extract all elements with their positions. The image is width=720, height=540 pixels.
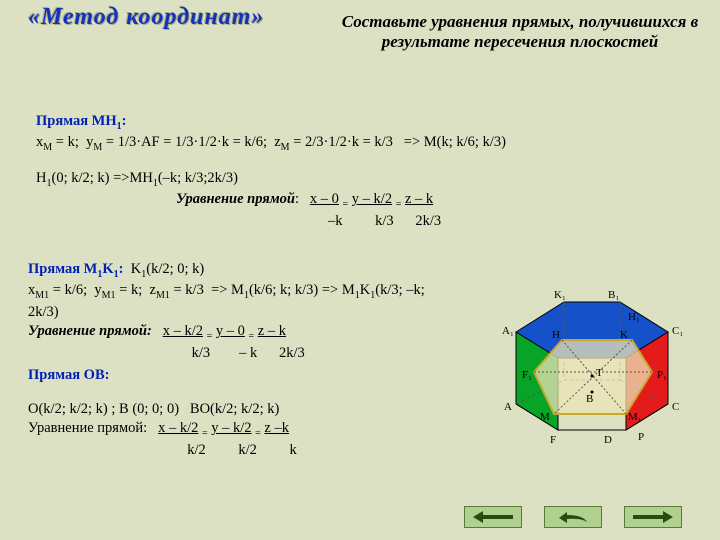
m1k1-eq-denom: k/3 – k 2k/3 [188, 344, 448, 364]
label-F: F [550, 434, 556, 446]
nav-next-button[interactable] [624, 506, 682, 528]
label-B1: B₁ [608, 289, 619, 301]
label-A1: A₁ [502, 325, 514, 337]
label-K: K [620, 329, 628, 341]
label-H1: H₁ [628, 311, 640, 323]
label-T: T [596, 367, 603, 379]
ob-coords: O(k/2; k/2; k) ; B (0; 0; 0) BO(k/2; k/2… [28, 400, 448, 420]
ob-eq: Уравнение прямой: x – k/2 = y – k/2 = z … [28, 419, 448, 440]
nav-prev-button[interactable] [464, 506, 522, 528]
label-C1: C₁ [672, 325, 683, 337]
ob-eq-denom: k/2 k/2 k [180, 441, 448, 461]
block-mh1: Прямая MH1: xM = k; yM = 1/3·AF = 1/3·1/… [36, 112, 676, 231]
block-m1k1-ob: Прямая M1K1: K1(k/2; 0; k) xM1 = k/6; yM… [28, 260, 448, 460]
m1k1-eq: Уравнение прямой: x – k/2 = y – 0 = z – … [28, 322, 448, 343]
mh1-h1: H1(0; k/2; k) =>MH1(–k; k/3;2k/3) [36, 169, 676, 190]
task-text: Составьте уравнения прямых, получившихся… [340, 12, 700, 53]
label-F1: F₁ [522, 369, 532, 381]
point-t [591, 375, 594, 378]
nav-undo-icon [553, 510, 593, 524]
label-H: H [552, 329, 560, 341]
ob-heading: Прямая OB: [28, 366, 448, 386]
label-B: B [586, 393, 593, 405]
label-P: P [638, 431, 644, 443]
label-D: D [604, 434, 612, 446]
nav-prev-icon [473, 511, 513, 523]
m1k1-heading: Прямая M1K1: K1(k/2; 0; k) [28, 260, 448, 281]
label-K1: K₁ [554, 289, 566, 301]
mh1-eq: Уравнение прямой: x – 0 = y – k/2 = z – … [176, 190, 676, 211]
m1k1-coords: xM1 = k/6; yM1 = k; zM1 = k/3 => M1(k/6;… [28, 281, 448, 322]
label-C: C [672, 401, 679, 413]
label-M: M [540, 411, 550, 423]
label-A: A [504, 401, 512, 413]
line-mh1-heading: Прямая MH1: [36, 113, 127, 129]
mh1-eq-denom: –k k/3 2k/3 [328, 212, 676, 232]
mh1-coords: xM = k; yM = 1/3·AF = 1/3·1/2·k = k/6; z… [36, 133, 676, 154]
slide-title: «Метод координат» [28, 4, 264, 31]
nav-next-icon [633, 511, 673, 523]
hexagon-3d-figure: A₁ K₁ B₁ H₁ C₁ H K F₁ P₁ T B M M₁ A C F … [492, 280, 692, 450]
nav-bar [464, 506, 682, 528]
label-M1: M₁ [628, 411, 642, 423]
nav-undo-button[interactable] [544, 506, 602, 528]
label-P1: P₁ [657, 369, 667, 381]
